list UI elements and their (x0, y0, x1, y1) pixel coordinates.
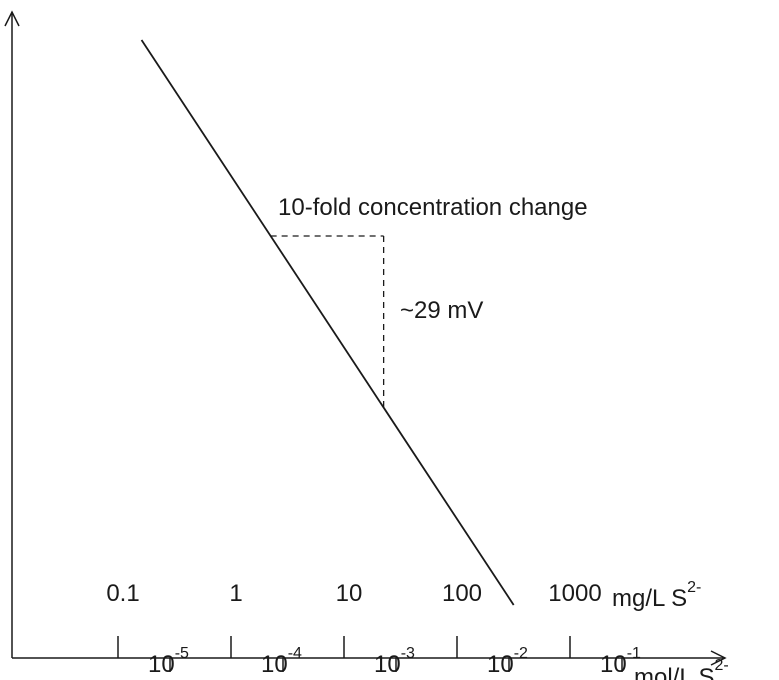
bottom-tick-label: 10-1 (600, 645, 641, 678)
annotation-vertical: ~29 mV (400, 297, 483, 324)
bottom-ticks: 10-5 10-4 10-3 10-2 10-1 (148, 645, 641, 678)
top-tick-label: 0.1 (106, 580, 139, 607)
y-axis-arrow (4, 10, 20, 27)
top-unit-label: mg/L S2- (612, 579, 701, 612)
bottom-tick-label: 10-2 (487, 645, 528, 678)
annotation-horizontal: 10-fold concentration change (278, 194, 588, 221)
series-line (140, 39, 515, 606)
bottom-tick-label: 10-3 (374, 645, 415, 678)
top-ticks: 0.1 1 10 100 1000 (106, 580, 602, 658)
top-tick-label: 1000 (548, 580, 601, 607)
bottom-tick-label: 10-5 (148, 645, 189, 678)
bottom-tick-label: 10-4 (261, 645, 302, 678)
top-tick-label: 10 (336, 580, 363, 607)
top-tick-label: 1 (229, 580, 242, 607)
top-tick-label: 100 (442, 580, 482, 607)
x-axis-arrow (710, 650, 727, 666)
bottom-unit-label: mol/L S2- (634, 657, 729, 680)
